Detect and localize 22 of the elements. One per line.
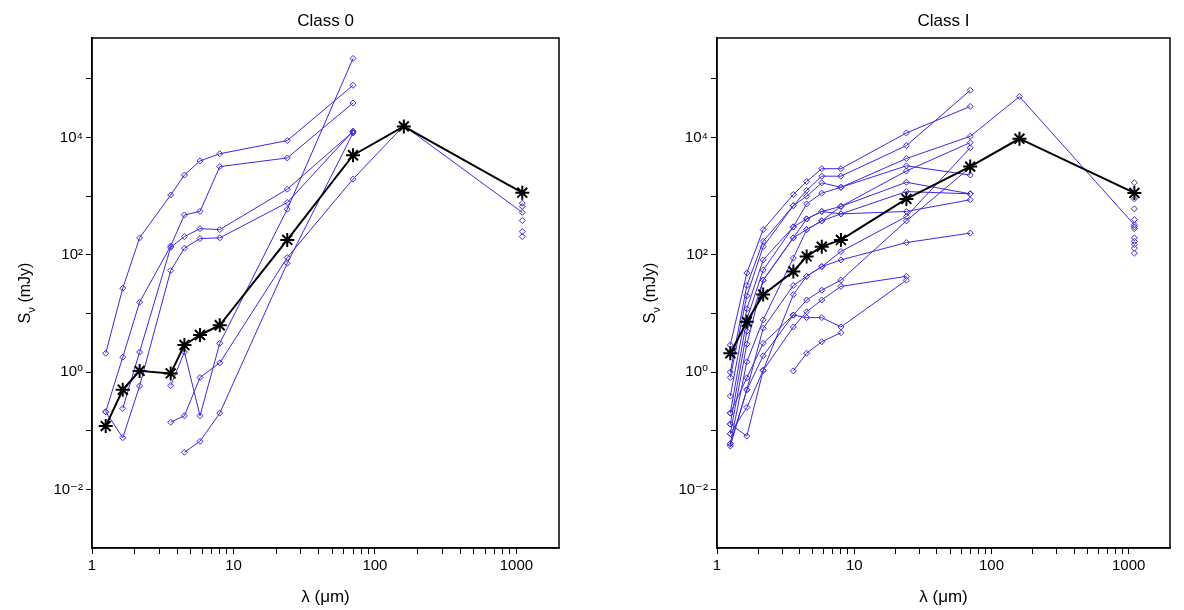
y-tick-label: 10² xyxy=(61,245,83,262)
y-tick-label: 10² xyxy=(686,245,708,262)
x-tick-label: 10 xyxy=(845,556,863,574)
x-tick-label: 1 xyxy=(87,556,97,574)
chart-title: Class 0 xyxy=(297,11,354,30)
x-tick-label: 10 xyxy=(225,556,242,574)
y-tick-label: 10⁴ xyxy=(59,127,83,145)
x-tick-label: 1000 xyxy=(1112,556,1146,574)
x-tick-label: 1000 xyxy=(499,556,534,574)
chart-title: Class I xyxy=(917,11,970,30)
y-tick-label: 10⁴ xyxy=(684,127,708,145)
y-tick-label: 10⁻² xyxy=(53,479,83,497)
x-tick-label: 100 xyxy=(362,556,388,574)
y-tick-label: 10⁰ xyxy=(685,362,708,380)
y-tick-label: 10⁰ xyxy=(60,362,83,380)
y-axis-title: Sν (mJy) xyxy=(641,262,662,324)
y-tick-label: 10⁻² xyxy=(678,479,708,497)
x-tick-label: 1 xyxy=(712,556,722,574)
x-tick-label: 100 xyxy=(978,556,1004,574)
x-axis-title: λ (μm) xyxy=(301,587,350,606)
x-axis-title: λ (μm) xyxy=(919,587,968,606)
y-axis-title: Sν (mJy) xyxy=(16,262,37,324)
